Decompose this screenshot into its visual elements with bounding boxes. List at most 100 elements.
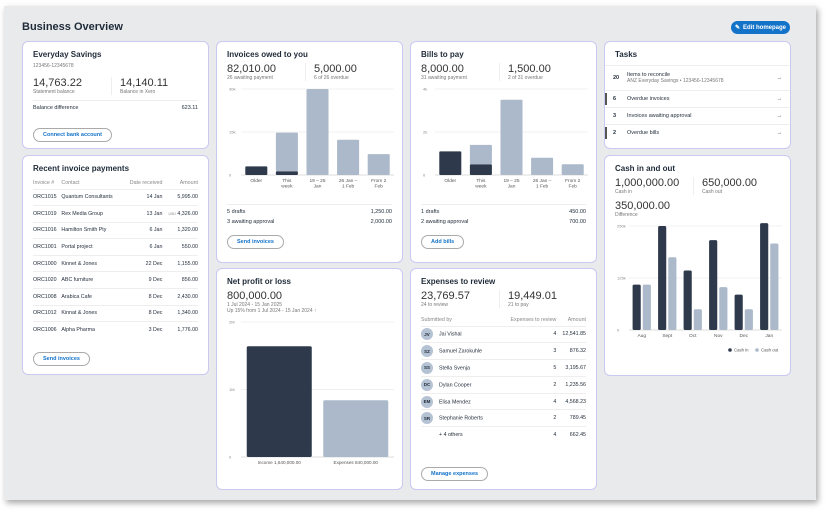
expense-row[interactable]: DC Dylan Cooper 2 1,235.56 bbox=[421, 375, 586, 394]
avatar: SR bbox=[421, 412, 433, 425]
payment-row[interactable]: ORC1016 Hamilton Smith Pty 6 Jan 1,320.0… bbox=[33, 221, 198, 239]
awaiting-total: 82,010.00 bbox=[227, 63, 276, 75]
pencil-icon: ✎ bbox=[734, 25, 740, 31]
expense-row[interactable]: + 4 others 4 662.45 bbox=[421, 426, 586, 444]
y-tick-label: 125k bbox=[617, 276, 626, 281]
approval-label: 2 awaiting approval bbox=[421, 219, 469, 225]
arrow-right-icon: → bbox=[776, 75, 783, 81]
pay-total: 19,449.01 bbox=[508, 290, 557, 302]
bar-cash-in bbox=[632, 284, 641, 330]
expense-count: 4 bbox=[498, 325, 557, 343]
expense-amount: 4,568.23 bbox=[556, 392, 586, 410]
avatar: JV bbox=[421, 328, 433, 341]
payment-row[interactable]: ORC1020 ABC furniture 9 Dec 856.00 bbox=[33, 271, 198, 289]
task-item[interactable]: 3 Invoices awaiting approval → bbox=[605, 107, 790, 124]
invoice-number: ORC1006 bbox=[33, 321, 62, 339]
x-tick-label: From 2 Feb bbox=[371, 178, 387, 190]
drafts-label: 1 drafts bbox=[421, 209, 440, 215]
edit-homepage-label: Edit homepage bbox=[743, 24, 787, 31]
col-count: Expenses to review bbox=[510, 316, 557, 323]
x-tick-label: From 2 Feb bbox=[565, 178, 581, 190]
col-submitted: Submitted by bbox=[421, 316, 452, 323]
difference-label: Difference bbox=[615, 212, 638, 218]
arrow-right-icon: → bbox=[776, 96, 783, 102]
invoice-number: ORC1019 bbox=[33, 205, 62, 223]
add-bills-button[interactable]: Add bills bbox=[421, 235, 465, 249]
date-received: 8 Dec bbox=[123, 304, 163, 322]
legend-label: Cash out bbox=[761, 348, 779, 353]
amount: 4,326.00 bbox=[177, 210, 198, 217]
submitter-name: Elisa Mendez bbox=[439, 398, 471, 405]
expense-amount: 3,195.67 bbox=[556, 359, 586, 377]
amount: 1,320.00 bbox=[177, 227, 198, 234]
col-amount: Amount bbox=[567, 316, 586, 323]
payment-row[interactable]: ORC1012 Kinnat & Jones 8 Dec 1,340.00 bbox=[33, 304, 198, 322]
drafts-amount: 450.00 bbox=[569, 209, 586, 215]
contact-name: ABC furniture bbox=[61, 271, 124, 289]
expense-amount: 789.45 bbox=[556, 409, 586, 427]
payment-row[interactable]: ORC1015 Quantum Consultants 14 Jan 5,995… bbox=[33, 188, 198, 206]
x-tick-label: Expenses 840,000.00 bbox=[334, 460, 379, 465]
bar-cash-out bbox=[642, 284, 651, 330]
y-tick-label: 250k bbox=[617, 224, 626, 229]
expense-row[interactable]: SR Stephanie Roberts 2 789.45 bbox=[421, 409, 586, 427]
bar-cash-in bbox=[709, 240, 718, 330]
bar-due bbox=[561, 164, 584, 175]
task-item[interactable]: 6 Overdue invoices → bbox=[605, 90, 790, 107]
approval-label: 3 awaiting approval bbox=[227, 219, 275, 225]
payment-row[interactable]: ORC1000 Kinnet & Jones 22 Dec 1,155.00 bbox=[33, 254, 198, 272]
date-received: 13 Jan bbox=[123, 205, 163, 223]
x-tick-label: 26 Jan –1 Feb bbox=[339, 178, 358, 190]
bar-cash-in bbox=[760, 223, 769, 330]
invoice-number: ORC1016 bbox=[33, 221, 62, 239]
y-tick-label: 15k bbox=[229, 130, 235, 135]
expense-row[interactable]: SS Stella Svenja 5 3,195.67 bbox=[421, 359, 586, 377]
bank-account-card: Everyday Savings 123456-12345678 14,763.… bbox=[22, 41, 209, 149]
expense-row[interactable]: EM Elisa Mendez 4 4,568.23 bbox=[421, 392, 586, 410]
send-invoices-button[interactable]: Send invoices bbox=[33, 352, 90, 366]
send-invoices-button[interactable]: Send invoices bbox=[227, 235, 284, 249]
card-title: Everyday Savings bbox=[33, 50, 102, 59]
amount: 2,430.00 bbox=[177, 293, 198, 300]
legend-label: Cash in bbox=[734, 348, 749, 353]
amount: 1,155.00 bbox=[177, 260, 198, 267]
cash-in-total: 1,000,000.00 bbox=[615, 177, 680, 189]
card-title: Bills to pay bbox=[421, 50, 464, 59]
card-title: Expenses to review bbox=[421, 277, 496, 286]
expense-row[interactable]: JV Jai Vishal 4 12,541.85 bbox=[421, 325, 586, 343]
task-item[interactable]: 2 Overdue bills → bbox=[605, 124, 790, 141]
task-count: 6 bbox=[613, 96, 617, 102]
currency: USD bbox=[168, 211, 176, 216]
xero-balance-label: Balance in Xero bbox=[120, 89, 156, 95]
connect-bank-account-button[interactable]: Connect bank account bbox=[33, 128, 112, 142]
pay-label: 21 to pay bbox=[508, 302, 529, 308]
arrow-up-icon: ↑ bbox=[314, 308, 317, 314]
invoice-number: ORC1012 bbox=[33, 304, 62, 322]
y-tick-label: 4k bbox=[423, 87, 427, 92]
task-sub: ANZ Everyday Savings • 123456-12345678 bbox=[627, 78, 724, 84]
avatar: SZ bbox=[421, 345, 433, 358]
awaiting-total: 8,000.00 bbox=[421, 63, 464, 75]
contact-name: Arabica Cafe bbox=[61, 288, 124, 306]
payment-row[interactable]: ORC1006 Alpha Pharma 3 Dec 1,776.00 bbox=[33, 321, 198, 339]
date-received: 14 Jan bbox=[123, 188, 163, 206]
payment-row[interactable]: ORC1019 Rex Media Group 13 Jan USD 4,326… bbox=[33, 205, 198, 223]
cash-in-out-card: Cash in and out 1,000,000.00 Cash in 650,… bbox=[604, 155, 791, 376]
profit-period: 1 Jul 2024 - 15 Jan 2025 bbox=[227, 302, 283, 308]
bar-cash-in bbox=[658, 226, 667, 330]
x-tick-label: Aug bbox=[637, 333, 646, 339]
task-count: 2 bbox=[613, 130, 617, 136]
payment-row[interactable]: ORC1001 Portal project 6 Jan 550.00 bbox=[33, 238, 198, 256]
task-item[interactable]: 20 Items to reconcile ANZ Everyday Saving… bbox=[605, 65, 790, 90]
y-tick-label: 2k bbox=[423, 130, 427, 135]
manage-expenses-button[interactable]: Manage expenses bbox=[421, 467, 489, 481]
date-received: 8 Dec bbox=[123, 288, 163, 306]
approval-amount: 700.00 bbox=[569, 219, 586, 225]
expense-row[interactable]: SZ Samuel Zarokuhle 3 876.32 bbox=[421, 342, 586, 360]
recent-invoice-payments-card: Recent invoice payments Invoice # Contac… bbox=[22, 155, 209, 375]
edit-homepage-button[interactable]: ✎ Edit homepage bbox=[731, 21, 790, 34]
bar-cash-out bbox=[770, 243, 779, 330]
expense-count: 4 bbox=[498, 426, 557, 444]
expense-amount: 876.32 bbox=[556, 342, 586, 360]
payment-row[interactable]: ORC1008 Arabica Cafe 8 Dec 2,430.00 bbox=[33, 288, 198, 306]
